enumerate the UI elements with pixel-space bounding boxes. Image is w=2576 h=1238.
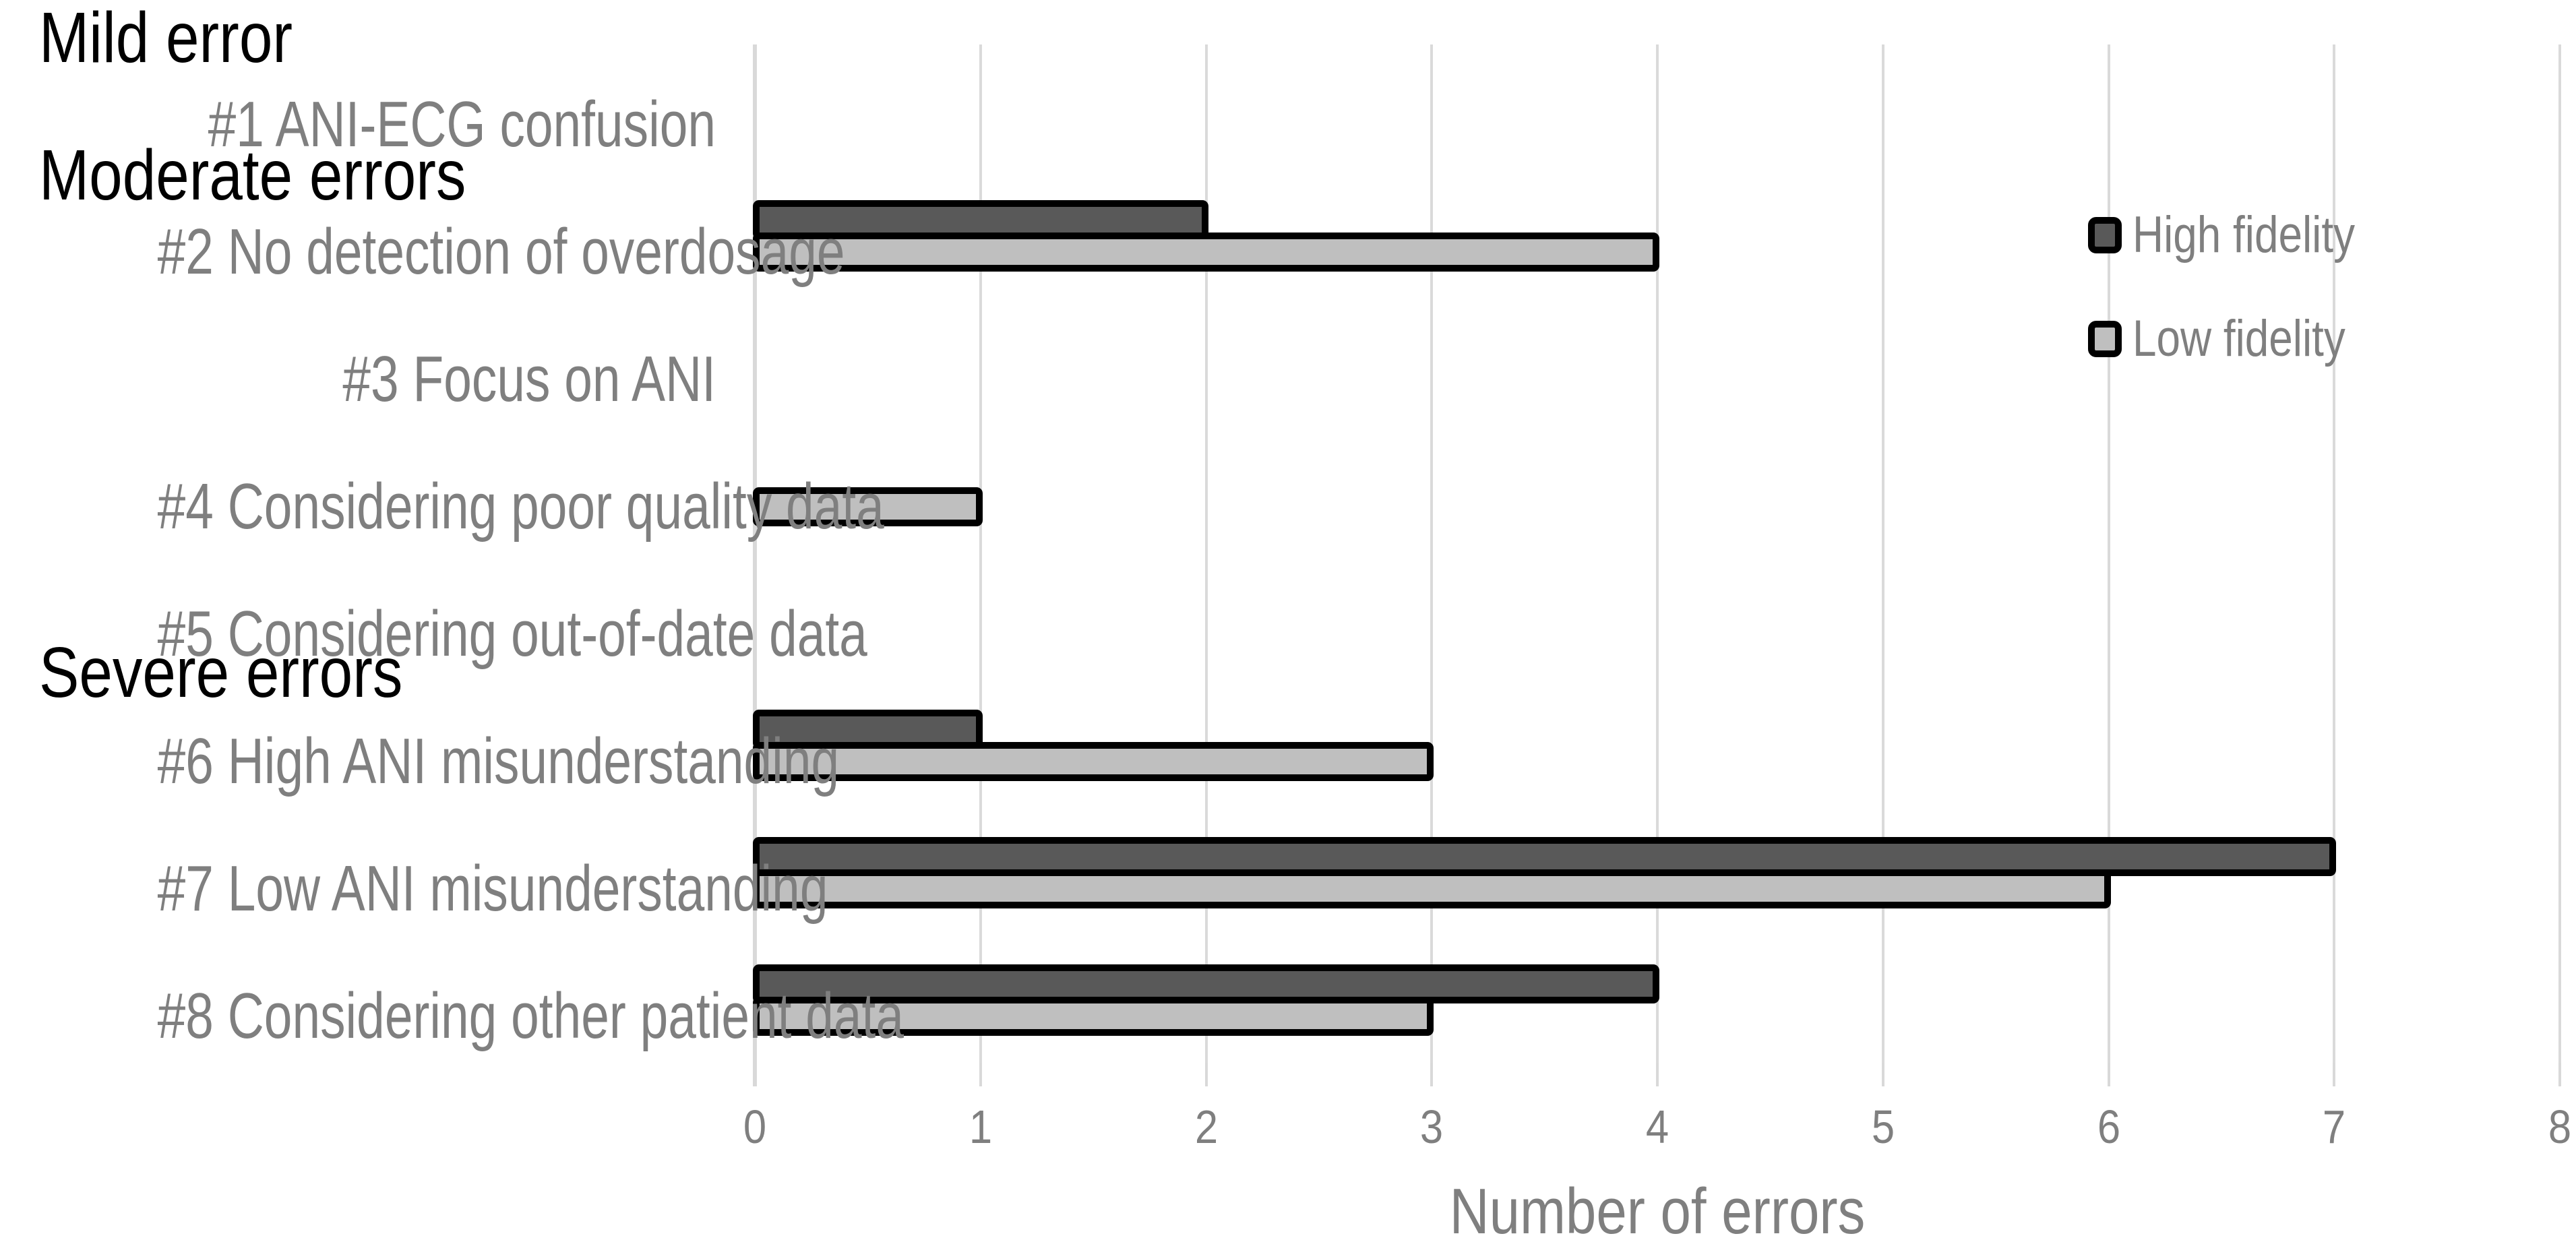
- gridline-1: [979, 44, 982, 1063]
- bar-low-fidelity-row-4: [753, 487, 983, 526]
- x-axis-tick-4: [1656, 1063, 1659, 1086]
- bar-low-fidelity-row-7: [753, 869, 2111, 908]
- legend-item-high-fidelity: High fidelity: [2088, 208, 2397, 262]
- x-tick-label-2: 2: [1194, 1101, 1218, 1153]
- x-axis-tick-8: [2558, 1063, 2561, 1086]
- legend-item-low-fidelity: Low fidelity: [2088, 312, 2386, 366]
- x-axis-tick-2: [1204, 1063, 1208, 1086]
- gridline-8: [2558, 44, 2561, 1063]
- x-axis-title: Number of errors: [1449, 1175, 1866, 1238]
- category-label-6: #6 High ANI misunderstanding: [157, 724, 840, 797]
- x-tick-label-8: 8: [2548, 1101, 2572, 1153]
- gridline-7: [2333, 44, 2336, 1063]
- x-tick-label-4: 4: [1645, 1101, 1669, 1153]
- legend-label-low-fidelity: Low fidelity: [2133, 310, 2345, 367]
- category-label-8: #8 Considering other patient data: [157, 979, 904, 1052]
- x-axis-tick-6: [2107, 1063, 2110, 1086]
- section-header-moderate: Moderate errors: [39, 135, 466, 215]
- category-label-2: #2 No detection of overdosage: [157, 215, 845, 288]
- category-label-4: #4 Considering poor quality data: [157, 470, 884, 543]
- x-tick-label-7: 7: [2323, 1101, 2346, 1153]
- x-axis-tick-7: [2333, 1063, 2336, 1086]
- x-tick-label-6: 6: [2097, 1101, 2120, 1153]
- bar-low-fidelity-row-2: [753, 232, 1659, 272]
- x-tick-label-0: 0: [743, 1101, 767, 1153]
- gridline-2: [1204, 44, 1208, 1063]
- x-tick-label-3: 3: [1420, 1101, 1444, 1153]
- gridline-4: [1656, 44, 1659, 1063]
- gridline-6: [2107, 44, 2110, 1063]
- x-tick-label-1: 1: [969, 1101, 992, 1153]
- x-axis-tick-5: [1881, 1063, 1884, 1086]
- category-label-5: #5 Considering out-of-date data: [157, 597, 867, 670]
- category-label-7: #7 Low ANI misunderstanding: [157, 852, 828, 925]
- bar-low-fidelity-row-6: [753, 741, 1434, 781]
- category-label-3: #3 Focus on ANI: [342, 342, 716, 415]
- gridline-3: [1430, 44, 1434, 1063]
- bar-low-fidelity-row-8: [753, 996, 1434, 1036]
- section-header-mild: Mild error: [39, 0, 293, 78]
- legend-label-high-fidelity: High fidelity: [2133, 206, 2355, 264]
- x-tick-label-5: 5: [1871, 1101, 1895, 1153]
- gridline-5: [1881, 44, 1884, 1063]
- x-axis-tick-1: [979, 1063, 982, 1086]
- y-axis-line: [753, 44, 757, 1086]
- section-header-severe: Severe errors: [39, 633, 403, 712]
- low-fidelity-swatch-icon: [2088, 321, 2122, 357]
- high-fidelity-swatch-icon: [2088, 217, 2122, 253]
- category-label-1: #1 ANI-ECG confusion: [208, 88, 716, 160]
- x-axis-tick-3: [1430, 1063, 1434, 1086]
